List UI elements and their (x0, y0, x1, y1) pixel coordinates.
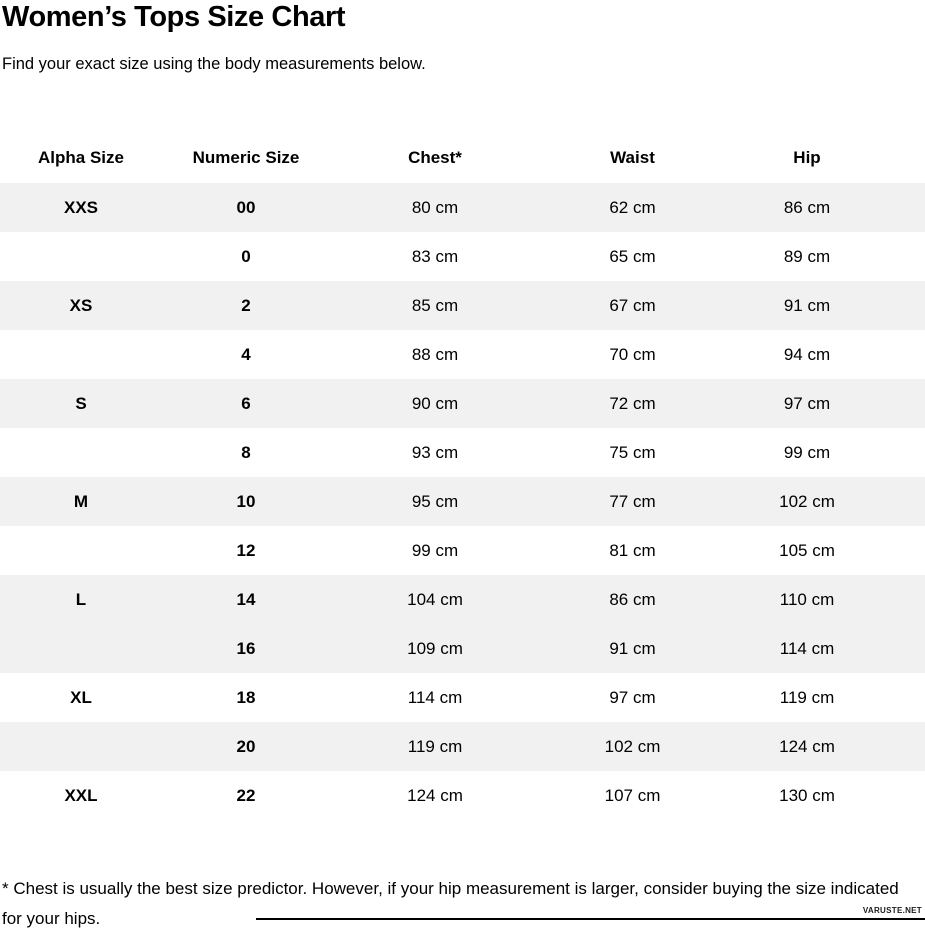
alpha-size-cell: XL (70, 687, 92, 707)
numeric-size-cell: 12 (236, 540, 256, 560)
chest-size-cell: 85 cm (411, 295, 459, 315)
waist-size-cell: 62 cm (609, 197, 656, 217)
alpha-size-cell: XXS (63, 197, 99, 217)
header-row: Alpha Size Numeric Size Chest* Waist Hip (0, 133, 925, 183)
table-row: 16 109 cm 91 cm 114 cm (0, 624, 925, 673)
hip-size-cell: 99 cm (783, 442, 831, 462)
waist-size-cell: 91 cm (609, 638, 656, 658)
table-row: 4 88 cm 70 cm 94 cm (0, 330, 925, 379)
chest-size-cell: 104 cm (407, 589, 463, 609)
waist-size-cell: 65 cm (609, 246, 656, 266)
numeric-size-cell: 20 (236, 736, 256, 756)
table-row: M 10 95 cm 77 cm 102 cm (0, 477, 925, 526)
waist-size-cell: 67 cm (609, 295, 656, 315)
waist-size-cell: 86 cm (609, 589, 656, 609)
alpha-size-cell: M (73, 491, 89, 511)
numeric-size-cell: 10 (236, 491, 256, 511)
table-row: 0 83 cm 65 cm 89 cm (0, 232, 925, 281)
table-row: XXS 00 80 cm 62 cm 86 cm (0, 183, 925, 232)
hip-size-cell: 110 cm (779, 589, 835, 609)
numeric-size-cell: 0 (241, 246, 251, 266)
waist-size-cell: 102 cm (604, 736, 661, 756)
hip-size-cell: 105 cm (779, 540, 835, 560)
waist-size-cell: 97 cm (609, 687, 656, 707)
numeric-size-cell: 8 (241, 442, 251, 462)
table-row: XXL 22 124 cm 107 cm 130 cm (0, 771, 925, 820)
alpha-size-cell (0, 526, 162, 575)
chest-size-cell: 114 cm (407, 687, 463, 707)
alpha-size-cell (0, 624, 162, 673)
hip-size-cell: 119 cm (779, 687, 835, 707)
waist-size-cell: 107 cm (604, 785, 661, 805)
bottom-border-line (256, 918, 925, 920)
alpha-size-cell (0, 428, 162, 477)
waist-size-cell: 75 cm (609, 442, 656, 462)
table-row: S 6 90 cm 72 cm 97 cm (0, 379, 925, 428)
chest-size-cell: 124 cm (407, 785, 463, 805)
header-alpha-size: Alpha Size (38, 148, 124, 167)
numeric-size-cell: 18 (236, 687, 256, 707)
chest-size-cell: 109 cm (407, 638, 463, 658)
alpha-size-cell: L (75, 589, 87, 609)
hip-size-cell: 89 cm (783, 246, 831, 266)
numeric-size-cell: 00 (236, 197, 256, 217)
hip-size-cell: 94 cm (783, 344, 831, 364)
table-row: 12 99 cm 81 cm 105 cm (0, 526, 925, 575)
hip-size-cell: 91 cm (783, 295, 831, 315)
chest-size-cell: 119 cm (407, 736, 463, 756)
table-header: Alpha Size Numeric Size Chest* Waist Hip (0, 133, 925, 183)
hip-size-cell: 97 cm (783, 393, 831, 413)
alpha-size-cell (0, 232, 162, 281)
table-body: XXS 00 80 cm 62 cm 86 cm 0 83 cm 65 cm 89 cm XS 2 8… (0, 183, 925, 820)
waist-size-cell: 70 cm (609, 344, 656, 364)
numeric-size-cell: 14 (236, 589, 256, 609)
chest-size-cell: 80 cm (411, 197, 459, 217)
waist-size-cell: 72 cm (609, 393, 656, 413)
chest-size-cell: 99 cm (411, 540, 459, 560)
table-row: 8 93 cm 75 cm 99 cm (0, 428, 925, 477)
hip-size-cell: 102 cm (779, 491, 835, 511)
chest-size-cell: 90 cm (411, 393, 459, 413)
chest-size-cell: 95 cm (411, 491, 459, 511)
numeric-size-cell: 2 (241, 295, 251, 315)
numeric-size-cell: 16 (236, 638, 256, 658)
header-hip: Hip (793, 148, 821, 167)
header-numeric-size: Numeric Size (192, 148, 300, 167)
chest-size-cell: 93 cm (411, 442, 459, 462)
watermark: VARUSTE.NET (862, 906, 922, 915)
header-chest: Chest* (408, 148, 462, 167)
footnote: * Chest is usually the best size predict… (2, 879, 899, 928)
numeric-size-cell: 6 (241, 393, 251, 413)
chest-size-cell: 88 cm (411, 344, 459, 364)
numeric-size-cell: 22 (236, 785, 256, 805)
hip-size-cell: 130 cm (779, 785, 835, 805)
waist-size-cell: 81 cm (609, 540, 656, 560)
page-title: Women’s Tops Size Chart (2, 1, 346, 33)
header-waist: Waist (610, 148, 655, 167)
size-chart-table: Alpha Size Numeric Size Chest* Waist Hip… (0, 133, 925, 820)
hip-size-cell: 114 cm (779, 638, 835, 658)
table-row: 20 119 cm 102 cm 124 cm (0, 722, 925, 771)
alpha-size-cell (0, 722, 162, 771)
table-row: XS 2 85 cm 67 cm 91 cm (0, 281, 925, 330)
alpha-size-cell: XXL (64, 785, 98, 805)
waist-size-cell: 77 cm (609, 491, 656, 511)
alpha-size-cell: S (75, 393, 87, 413)
alpha-size-cell: XS (69, 295, 93, 315)
page-subtitle: Find your exact size using the body meas… (2, 55, 426, 73)
hip-size-cell: 124 cm (779, 736, 835, 756)
table-row: XL 18 114 cm 97 cm 119 cm (0, 673, 925, 722)
numeric-size-cell: 4 (241, 344, 251, 364)
alpha-size-cell (0, 330, 162, 379)
table-row: L 14 104 cm 86 cm 110 cm (0, 575, 925, 624)
chest-size-cell: 83 cm (411, 246, 459, 266)
hip-size-cell: 86 cm (783, 197, 831, 217)
